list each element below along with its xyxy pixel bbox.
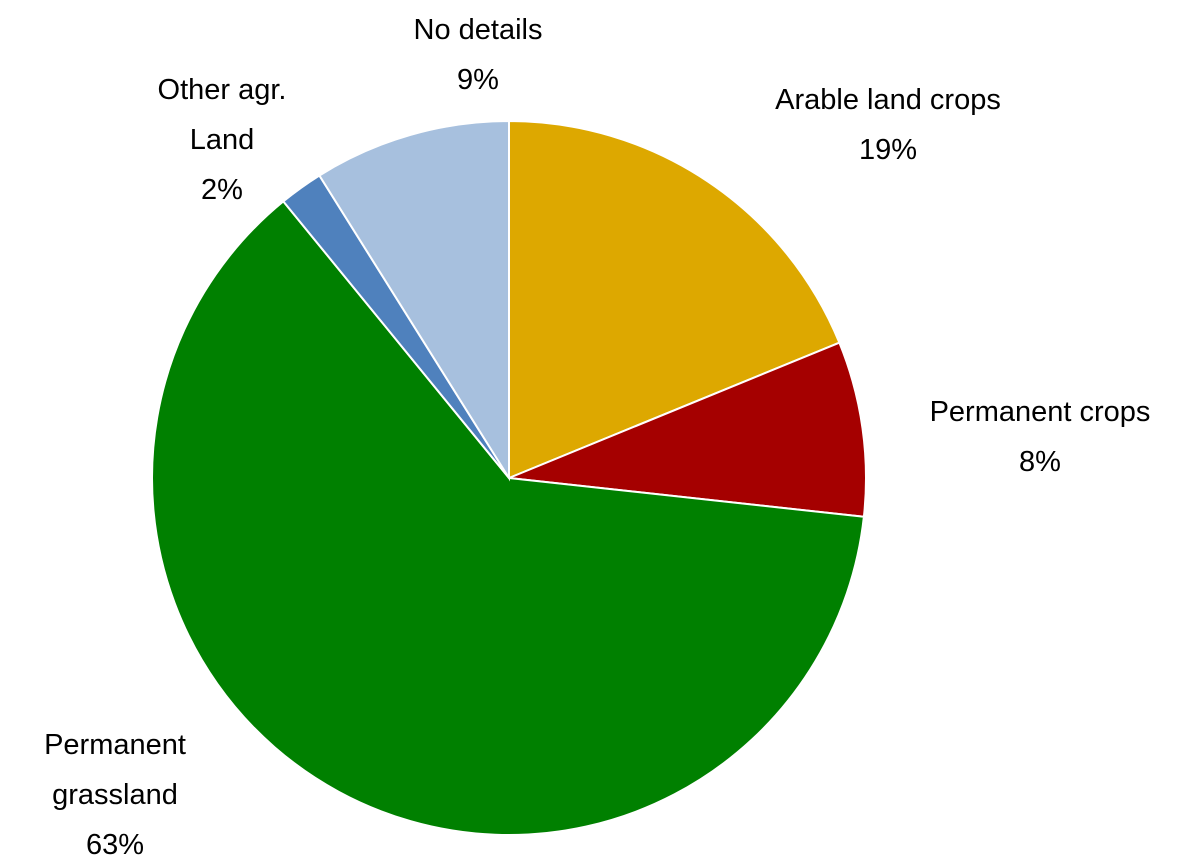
slice-label: No details 9% [348, 5, 608, 105]
pie-slice [508, 119, 841, 480]
pie-slice [151, 199, 865, 836]
value-label: 19% [858, 134, 918, 166]
value-label: 9% [457, 64, 499, 96]
pie-slice [508, 341, 867, 518]
category-label: Permanent grassland [44, 729, 186, 811]
category-label: Permanent crops [929, 396, 1151, 428]
slice-label: Other agr. Land 2% [127, 65, 317, 215]
category-label: No details [413, 14, 543, 46]
pie-slice [318, 119, 510, 482]
slice-label: Permanent crops 8% [870, 387, 1193, 487]
category-label: Other agr. Land [157, 74, 287, 156]
category-label: Arable land crops [775, 84, 1001, 116]
slice-label: Arable land crops 19% [718, 75, 1058, 175]
value-label: 63% [85, 829, 145, 861]
value-label: 2% [201, 174, 243, 206]
slice-label: Permanent grassland 63% [0, 720, 230, 864]
value-label: 8% [1019, 446, 1061, 478]
